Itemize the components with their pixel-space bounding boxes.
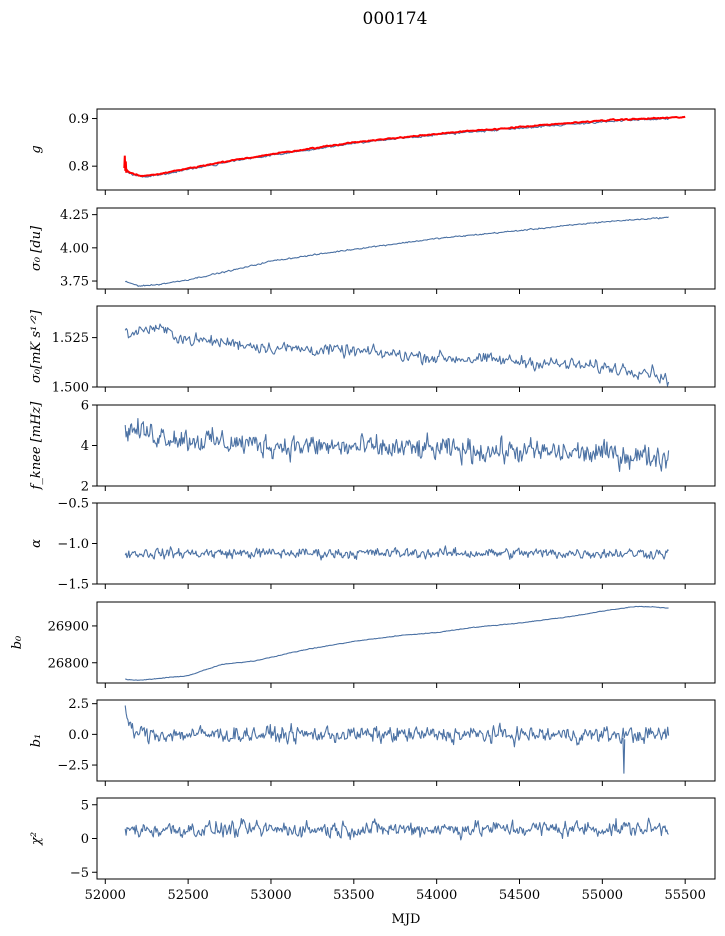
panel-alpha: −1.5 −1.0 −0.5 α	[29, 497, 716, 593]
panel-fknee: 2 4 6 f_knee [mHz]	[29, 399, 716, 495]
x-tick-label: 52500	[167, 888, 208, 903]
panel-sigma0-mk: 1.500 1.525 σ₀[mK s¹ᐟ²]	[29, 305, 716, 396]
y-tick-label: −2.5	[57, 759, 89, 774]
y-tick-label: −1.5	[57, 578, 89, 593]
y-tick-label: 1.525	[52, 331, 89, 346]
series-alpha	[124, 545, 669, 561]
y-tick-label: 26900	[48, 619, 89, 634]
y-tick-label: −5	[70, 866, 89, 881]
y-tick-label: −0.5	[57, 497, 89, 512]
x-axis-label: MJD	[392, 912, 421, 927]
y-axis-label: f_knee [mHz]	[29, 401, 44, 491]
axes-frame	[96, 108, 716, 191]
series-b0	[125, 605, 669, 681]
series-chi2	[124, 817, 669, 841]
axes-frame	[96, 502, 716, 585]
series-sigma0-du	[124, 216, 669, 287]
axes-frame	[96, 699, 716, 782]
series-g-model	[124, 115, 686, 178]
series-b1-spike	[622, 737, 626, 774]
y-tick-label: 4.25	[60, 208, 89, 223]
axes-frame	[96, 207, 716, 290]
y-tick-label: 2.5	[68, 697, 89, 712]
axes-frame	[96, 305, 716, 388]
series-g-model-spike	[123, 155, 128, 173]
y-axis-label: σ₀[mK s¹ᐟ²]	[29, 309, 44, 383]
axes-frame	[96, 601, 716, 684]
panel-b0: 26800 26900 b₀	[10, 601, 716, 688]
series-fknee	[124, 417, 670, 472]
series-sigma0-mK	[124, 323, 670, 387]
y-tick-label: 0.9	[68, 112, 89, 127]
x-tick-label: 52000	[85, 888, 126, 903]
y-tick-label: −1.0	[57, 537, 89, 552]
x-tick-label: 55500	[664, 888, 705, 903]
y-tick-label: 3.75	[60, 275, 89, 290]
x-tick-label: 53500	[333, 888, 374, 903]
panel-b1: −2.5 0.0 2.5 b₁	[29, 697, 716, 786]
panel-chi2: −5 0 5 52000 52500 53000 53500 54000 54500 55000 5…	[29, 797, 716, 903]
series-g	[125, 117, 669, 178]
y-tick-label: 0	[81, 832, 89, 847]
y-tick-label: 26800	[48, 656, 89, 671]
y-tick-label: 1.500	[52, 381, 89, 396]
y-tick-label: 4.00	[60, 241, 89, 256]
figure-title: 000174	[363, 9, 428, 29]
y-axis-label: χ²	[29, 832, 44, 846]
x-tick-label: 54000	[416, 888, 457, 903]
panels-container: 0.8 0.9 g 3.75 4.00 4.25 σ₀ [du] 1.500 1.525 σ₀[m…	[10, 108, 716, 903]
panel-g: 0.8 0.9 g	[29, 108, 716, 195]
x-tick-label: 55000	[582, 888, 623, 903]
y-tick-label: 5	[81, 798, 89, 813]
x-tick-label: 54500	[499, 888, 540, 903]
y-tick-label: 6	[81, 399, 89, 414]
y-tick-label: 2	[81, 480, 89, 495]
y-axis-label: g	[29, 145, 44, 153]
y-tick-label: 0.8	[68, 160, 89, 175]
y-axis-label: σ₀ [du]	[29, 225, 44, 271]
panel-sigma0-du: 3.75 4.00 4.25 σ₀ [du]	[29, 207, 716, 294]
series-b1	[124, 705, 670, 748]
x-tick-label: 53000	[250, 888, 291, 903]
y-tick-label: 0.0	[68, 728, 89, 743]
y-axis-label: b₁	[29, 734, 44, 748]
y-axis-label: α	[29, 539, 44, 548]
y-tick-label: 4	[81, 439, 89, 454]
y-axis-label: b₀	[10, 635, 25, 649]
axes-frame	[96, 797, 716, 880]
